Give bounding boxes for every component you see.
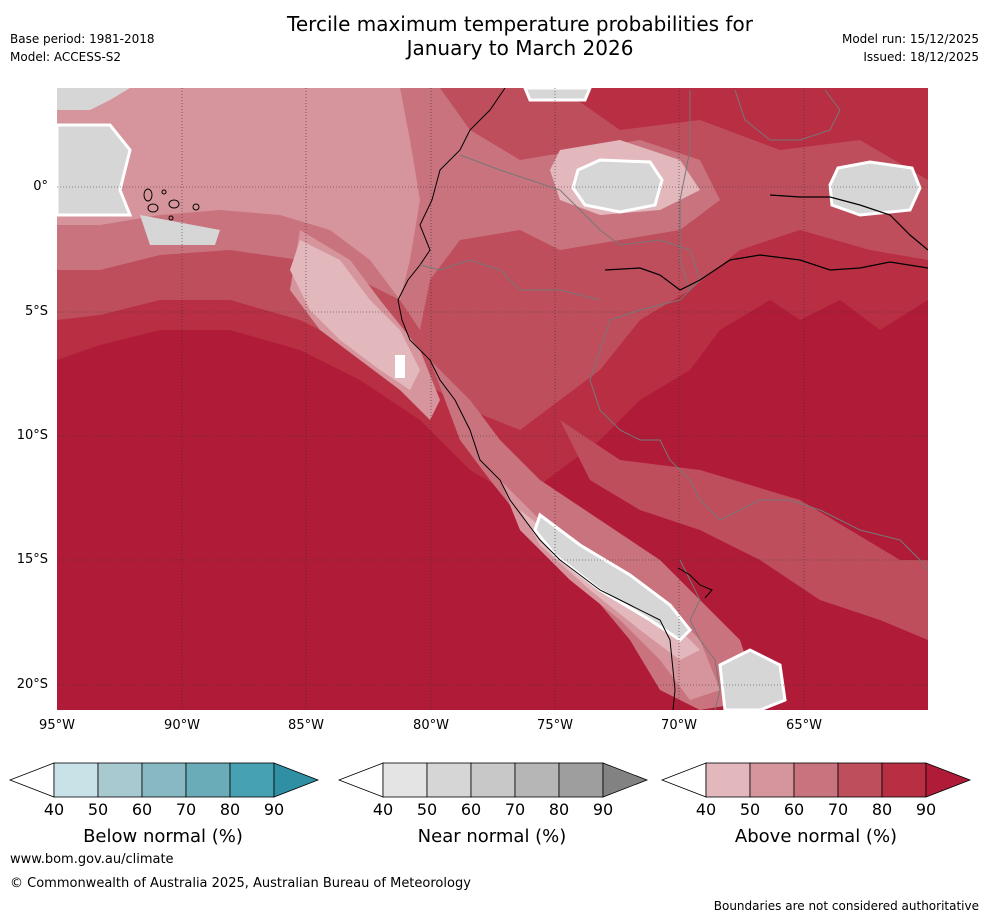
below-extend-high	[273, 762, 320, 798]
amazon-river	[604, 254, 928, 291]
border-peru-brazil	[459, 154, 928, 571]
above-extend-low	[660, 762, 707, 798]
white-spot	[395, 355, 405, 378]
above-tick-label: 50	[739, 800, 761, 819]
colorbar-near	[337, 762, 649, 798]
border-ecuador-peru	[419, 259, 601, 301]
lat-label-20s: 20°S	[16, 677, 48, 692]
below-tick-label: 60	[131, 800, 153, 819]
above-tick-label: 80	[871, 800, 893, 819]
model-name: Model: ACCESS-S2	[10, 50, 122, 64]
lon-label-80w: 80°W	[413, 718, 449, 733]
near-tick-label: 80	[548, 800, 570, 819]
above-segment	[881, 762, 927, 798]
near-normal-patch-colombia	[571, 158, 664, 214]
title-line-2: January to March 2026	[406, 36, 634, 60]
lon-label-90w: 90°W	[164, 718, 200, 733]
above-40-coast	[290, 240, 420, 390]
border-bolivia-chile	[679, 559, 721, 710]
below-segment	[97, 762, 143, 798]
near-extend-high	[602, 762, 649, 798]
lat-label-10s: 10°S	[16, 428, 48, 443]
above-tick-label: 70	[827, 800, 849, 819]
near-normal-patch-andes	[533, 512, 693, 642]
below-segment	[141, 762, 187, 798]
base-period: Base period: 1981-2018	[10, 32, 155, 46]
below-tick-label: 50	[87, 800, 109, 819]
map-fill	[57, 88, 928, 710]
colorbar-above	[660, 762, 972, 798]
colorbar-below	[8, 762, 320, 798]
near-segment	[514, 762, 560, 798]
near-tick-label: 50	[416, 800, 438, 819]
above-segment	[837, 762, 883, 798]
above-70-band-south	[560, 420, 928, 640]
above-segment	[793, 762, 839, 798]
issued-date: Issued: 18/12/2025	[863, 50, 979, 64]
footer-copyright: © Commonwealth of Australia 2025, Austra…	[10, 876, 471, 891]
near-tick-label: 90	[592, 800, 614, 819]
near-normal-patch-west	[57, 123, 133, 217]
meta-left: Base period: 1981-2018 Model: ACCESS-S2	[10, 30, 155, 66]
coastline	[397, 88, 676, 710]
footer-url: www.bom.gov.au/climate	[10, 852, 174, 867]
below-tick-label: 90	[263, 800, 285, 819]
model-run: Model run: 15/12/2025	[841, 32, 979, 46]
rio-negro	[769, 194, 928, 251]
lat-label-15s: 15°S	[16, 552, 48, 567]
below-tick-label: 80	[219, 800, 241, 819]
lat-label-5s: 5°S	[24, 304, 48, 319]
probability-map	[57, 88, 928, 710]
near-normal-patch-top	[523, 88, 592, 102]
above-segment	[749, 762, 795, 798]
lake-titicaca	[677, 567, 713, 599]
near-normal-patch-galapagos	[140, 215, 220, 245]
near-tick-label: 70	[504, 800, 526, 819]
below-segment	[53, 762, 99, 798]
below-tick-label: 70	[175, 800, 197, 819]
border-colombia-brazil	[679, 90, 691, 291]
near-segment	[426, 762, 472, 798]
lon-label-95w: 95°W	[39, 718, 75, 733]
lon-label-65w: 65°W	[786, 718, 822, 733]
legend-title-near: Near normal (%)	[417, 826, 567, 847]
meta-right: Model run: 15/12/2025 Issued: 18/12/2025	[842, 30, 979, 66]
near-normal-patch-brazil	[828, 160, 922, 217]
below-segment	[185, 762, 231, 798]
graticule	[57, 88, 928, 710]
near-segment	[382, 762, 428, 798]
near-segment	[558, 762, 604, 798]
below-tick-label: 40	[43, 800, 65, 819]
border-venezuela	[734, 89, 841, 141]
footer-disclaimer: Boundaries are not considered authoritat…	[713, 899, 979, 913]
legend-colorbars	[8, 762, 972, 798]
galapagos-islands	[143, 188, 200, 221]
near-tick-label: 40	[372, 800, 394, 819]
above-tick-label: 40	[695, 800, 717, 819]
lat-label-0: 0°	[33, 179, 48, 194]
above-segment	[705, 762, 751, 798]
chart-title: Tercile maximum temperature probabilitie…	[220, 12, 820, 60]
near-tick-label: 60	[460, 800, 482, 819]
title-line-1: Tercile maximum temperature probabilitie…	[287, 12, 753, 36]
near-normal-patch-south	[718, 648, 787, 710]
above-tick-label: 60	[783, 800, 805, 819]
near-normal-patch-nw	[57, 88, 130, 110]
above-50-band	[57, 88, 420, 300]
near-extend-low	[337, 762, 384, 798]
below-segment	[229, 762, 275, 798]
lon-label-85w: 85°W	[288, 718, 324, 733]
above-extend-high	[925, 762, 972, 798]
legend-title-below: Below normal (%)	[83, 826, 243, 847]
below-extend-low	[8, 762, 55, 798]
lon-label-75w: 75°W	[537, 718, 573, 733]
near-segment	[470, 762, 516, 798]
lon-label-70w: 70°W	[661, 718, 697, 733]
above-tick-label: 90	[915, 800, 937, 819]
legend-title-above: Above normal (%)	[734, 826, 898, 847]
